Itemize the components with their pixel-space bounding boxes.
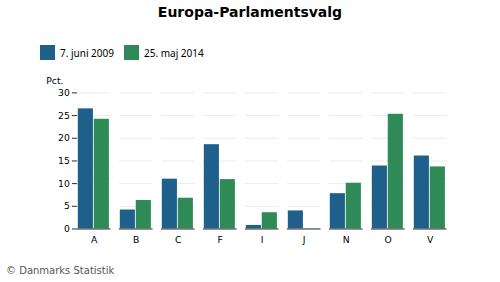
svg-text:J: J	[302, 234, 306, 245]
svg-text:30: 30	[58, 87, 70, 98]
svg-text:B: B	[133, 234, 139, 245]
svg-text:25: 25	[58, 110, 70, 121]
html-text:7. juni 2009: 7. juni 2009	[60, 45, 114, 60]
svg-text:O: O	[385, 234, 392, 245]
svg-text:F: F	[218, 234, 223, 245]
svg-text:15: 15	[58, 155, 70, 166]
svg-text:Pct.: Pct.	[46, 75, 63, 86]
svg-text:N: N	[343, 234, 350, 245]
svg-text:V: V	[427, 234, 434, 245]
html-text:Europa-Parlamentsvalg: Europa-Parlamentsvalg	[157, 4, 343, 20]
svg-text:5: 5	[64, 200, 70, 211]
svg-text:10: 10	[58, 178, 70, 189]
svg-text:0: 0	[64, 223, 70, 234]
html-text:© Danmarks Statistik: © Danmarks Statistik	[6, 264, 115, 276]
svg-text:20: 20	[58, 132, 70, 143]
svg-text:A: A	[91, 234, 98, 245]
svg-text:C: C	[175, 234, 181, 245]
svg-text:I: I	[261, 234, 264, 245]
html-text:25. maj 2014: 25. maj 2014	[144, 45, 204, 60]
